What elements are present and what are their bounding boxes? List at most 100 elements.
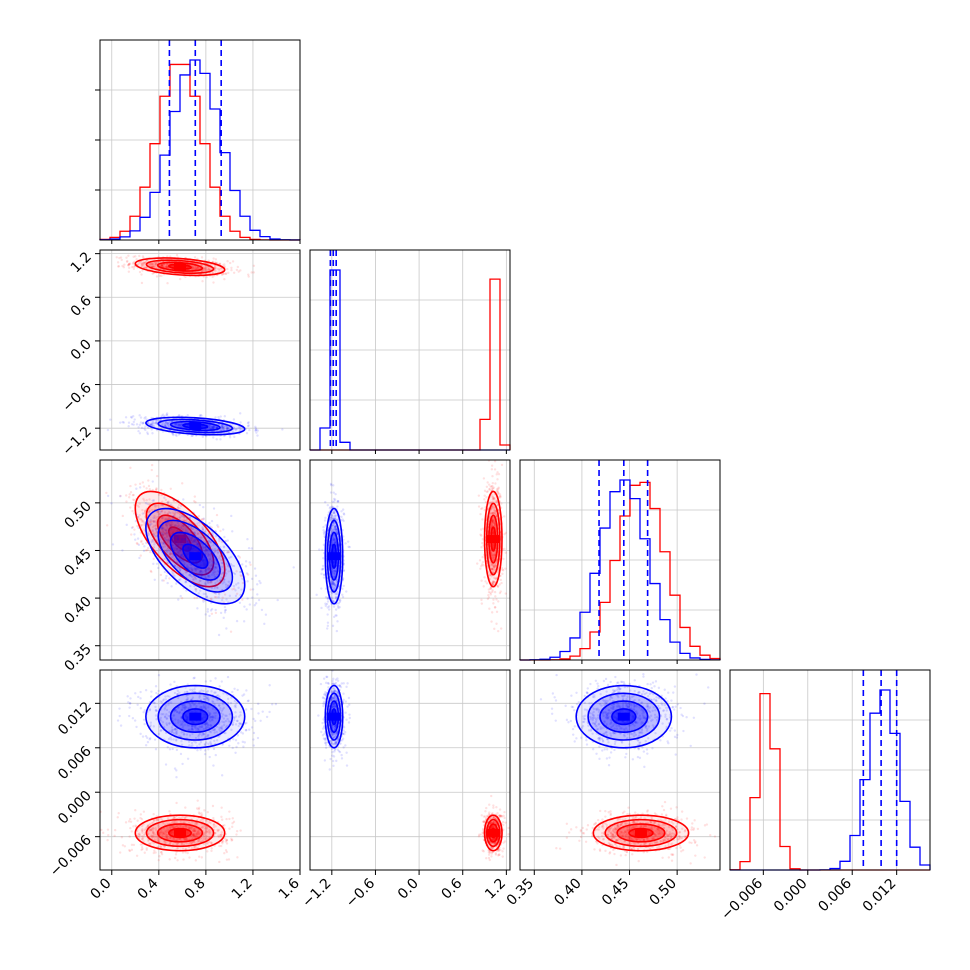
- scatter-point: [486, 597, 490, 601]
- scatter-point: [222, 578, 226, 581]
- scatter-point: [210, 849, 213, 853]
- scatter-point: [140, 829, 144, 832]
- scatter-point: [197, 808, 200, 811]
- scatter-point: [195, 832, 199, 836]
- scatter-point: [203, 549, 206, 553]
- scatter-point: [187, 526, 190, 529]
- scatter-point: [492, 580, 495, 583]
- scatter-point: [157, 493, 161, 496]
- scatter-point: [187, 541, 190, 544]
- scatter-point: [224, 568, 228, 571]
- scatter-point: [322, 529, 325, 532]
- scatter-point: [149, 262, 152, 266]
- scatter-point: [331, 524, 334, 527]
- scatter-point: [151, 272, 154, 275]
- scatter-point: [221, 842, 224, 845]
- scatter-point: [145, 541, 148, 545]
- scatter-point: [123, 263, 126, 266]
- scatter-point: [192, 834, 195, 837]
- scatter-point: [210, 580, 213, 584]
- scatter-point: [492, 559, 495, 562]
- scatter-point: [231, 530, 234, 533]
- scatter-point: [156, 510, 160, 513]
- scatter-point: [143, 545, 146, 548]
- scatter-point: [157, 858, 160, 862]
- scatter-point: [212, 823, 215, 827]
- scatter-point: [208, 567, 212, 571]
- scatter-point: [326, 627, 329, 630]
- scatter-point: [504, 592, 507, 595]
- scatter-point: [333, 538, 337, 542]
- scatter-point: [178, 549, 182, 552]
- scatter-point: [152, 520, 156, 523]
- scatter-point: [496, 629, 500, 633]
- scatter-point: [198, 414, 202, 418]
- scatter-point: [149, 829, 152, 832]
- scatter-point: [324, 604, 327, 607]
- scatter-point: [201, 527, 204, 530]
- scatter-point: [493, 553, 497, 556]
- scatter-point: [182, 515, 186, 518]
- scatter-point: [144, 416, 147, 419]
- scatter-point: [192, 578, 195, 581]
- scatter-point: [142, 266, 146, 269]
- scatter-point: [187, 821, 191, 824]
- scatter-point: [194, 543, 198, 547]
- scatter-point: [164, 529, 168, 532]
- scatter-point: [181, 527, 185, 531]
- scatter-point: [165, 414, 169, 417]
- scatter-point: [490, 568, 494, 571]
- scatter-point: [335, 592, 339, 596]
- scatter-point: [499, 496, 502, 499]
- scatter-point: [141, 827, 144, 831]
- panel-frame: [309, 249, 511, 451]
- scatter-point: [197, 545, 200, 548]
- scatter-point: [192, 266, 195, 269]
- scatter-point: [192, 841, 195, 844]
- scatter-point: [146, 432, 150, 436]
- scatter-point: [152, 813, 155, 816]
- scatter-point: [480, 602, 484, 605]
- scatter-point: [174, 825, 178, 828]
- scatter-point: [161, 530, 165, 533]
- scatter-point: [218, 267, 221, 271]
- scatter-point: [152, 557, 155, 561]
- scatter-point: [162, 827, 165, 831]
- scatter-point: [194, 500, 197, 504]
- scatter-point: [216, 586, 219, 590]
- scatter-point: [160, 264, 164, 268]
- scatter-point: [491, 571, 494, 574]
- scatter-point: [193, 567, 196, 570]
- scatter-point: [212, 561, 216, 565]
- scatter-point: [141, 263, 144, 267]
- scatter-point: [341, 595, 345, 599]
- scatter-point: [201, 570, 204, 574]
- scatter-point: [159, 831, 163, 834]
- scatter-point: [492, 554, 495, 557]
- scatter-point: [217, 633, 221, 637]
- scatter-point: [155, 541, 159, 544]
- scatter-point: [226, 427, 229, 431]
- scatter-point: [184, 530, 188, 533]
- scatter-point: [254, 574, 258, 577]
- scatter-point: [490, 519, 494, 522]
- scatter-point: [227, 580, 230, 583]
- scatter-point: [214, 550, 218, 553]
- scatter-point: [163, 263, 166, 266]
- scatter-point: [130, 843, 134, 847]
- scatter-point: [150, 570, 153, 574]
- scatter-point: [334, 514, 337, 517]
- scatter-point: [494, 509, 497, 513]
- scatter-point: [141, 520, 144, 523]
- scatter-point: [208, 540, 211, 544]
- scatter-point: [206, 574, 210, 578]
- scatter-point: [204, 592, 207, 596]
- scatter-point: [240, 588, 243, 591]
- scatter-point: [232, 571, 235, 575]
- scatter-point: [189, 827, 192, 831]
- scatter-point: [192, 834, 195, 837]
- scatter-point: [148, 487, 152, 491]
- density-peak: [174, 262, 186, 271]
- scatter-point: [330, 583, 334, 586]
- scatter-point: [185, 837, 188, 841]
